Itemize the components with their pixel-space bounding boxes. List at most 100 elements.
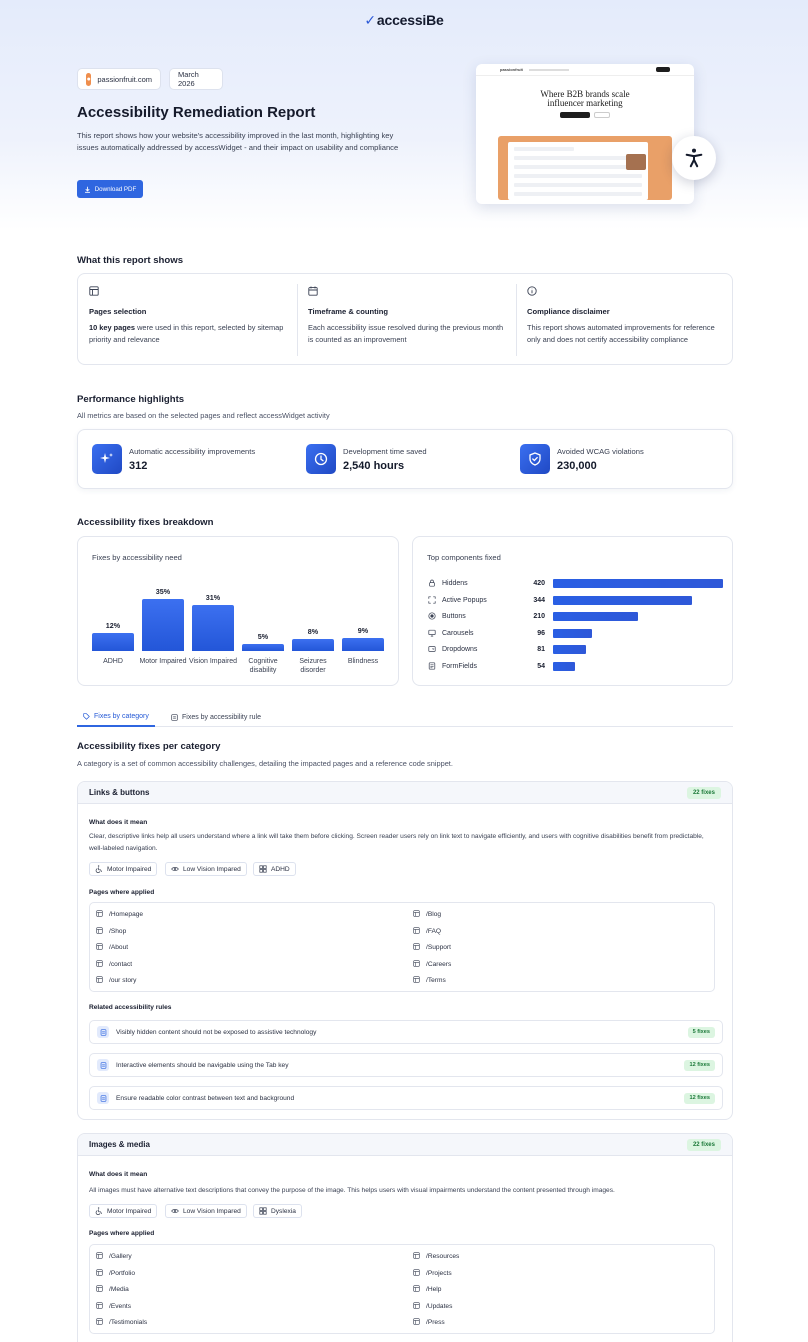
page-link[interactable]: /Updates [413,1301,452,1311]
page-icon [413,959,420,969]
fixes-by-need-chart: Fixes by accessibility need 12% ADHD 35% Mo… [77,536,399,686]
download-pdf-button[interactable]: Download PDF [77,180,143,198]
calendar-icon [308,286,318,296]
clock-icon [306,444,336,474]
page-link[interactable]: /Press [413,1318,445,1327]
site-favicon-icon: ● [86,72,92,86]
rule-row[interactable]: Interactive elements should be navigable… [89,1053,723,1077]
page-icon [413,943,420,952]
page-link[interactable]: /Support [413,943,451,952]
tag-icon [83,713,90,720]
page-link[interactable]: /Careers [413,959,451,969]
component-row: Carousels 96 [427,627,727,639]
tag-adhd: ADHD [253,862,296,876]
sparkles-icon [92,444,122,474]
component-value: 210 [533,612,545,620]
component-label: Dropdowns [442,645,478,653]
page-link[interactable]: /Help [413,1285,441,1294]
bar-category-label: Blindness [347,658,379,665]
page-icon [96,943,103,952]
component-row: FormFields 54 [427,660,727,672]
rule-row[interactable]: Visibly hidden content should not be exp… [89,1020,723,1044]
component-bar [553,578,723,588]
download-icon [84,186,90,193]
component-value: 344 [533,596,545,604]
bar-value-label: 12% [105,621,121,630]
page-icon [413,926,420,936]
lock-icon [427,578,437,588]
report-shows-card: Pages selection 10 key pages were used i… [77,273,733,365]
eye-icon [171,867,179,871]
page-link[interactable]: /Blog [413,910,441,919]
page-title: Accessibility Remediation Report [77,104,316,121]
performance-subtitle: All metrics are based on the selected pa… [77,411,330,420]
tab-fixes-by-category[interactable]: Fixes by category [77,708,155,727]
tag-dyslexia: Dyslexia [253,1204,302,1218]
page-link[interactable]: /Events [96,1301,131,1311]
grid-icon [259,1207,267,1215]
rule-doc-icon [97,1059,109,1071]
page-icon [413,976,420,985]
monitor-icon [427,628,437,638]
fixes-count-badge: 22 fixes [686,787,721,799]
page-link[interactable]: /Resources [413,1252,459,1261]
page-icon [413,1252,420,1261]
category-header[interactable]: Images & media 22 fixes [78,1134,732,1156]
page-icon [96,1285,103,1294]
bar-category-label: ADHD [103,658,123,665]
category-images-media: Images & media 22 fixes What does it mea… [77,1133,733,1342]
hero-description: This report shows how your website's acc… [77,131,399,152]
page-icon [413,1285,420,1294]
page-link[interactable]: /Shop [96,926,126,936]
rule-doc-icon [97,1092,109,1104]
preview-nav: passionfruit [476,64,694,76]
bar-category-label: Cognitive disability [248,658,278,674]
bar [192,605,234,651]
page-icon [96,910,103,919]
info-disclaimer: Compliance disclaimer This report shows … [516,274,735,366]
component-bar [553,628,592,638]
top-components-chart: Top components fixed Hiddens 420 Active Po… [412,536,733,686]
accessibility-widget-icon[interactable] [672,136,716,180]
component-label: Hiddens [442,579,468,587]
category-meaning: Clear, descriptive links help all users … [89,833,704,852]
tag-low-vision: Low Vision Impared [165,1204,247,1218]
page-link[interactable]: /Testimonials [96,1318,147,1327]
page-link[interactable]: /Gallery [96,1252,132,1261]
wheelchair-icon [95,865,102,873]
component-row: Active Popups 344 [427,594,727,606]
rule-doc-icon [97,1026,109,1038]
expand-icon [427,595,437,605]
accessibility-person-icon [685,148,703,168]
bar-value-label: 8% [307,627,319,636]
page-link[interactable]: /About [96,943,128,952]
category-header[interactable]: Links & buttons 22 fixes [78,782,732,804]
performance-title: Performance highlights [77,394,185,405]
rule-row[interactable]: Ensure readable color contrast between t… [89,1086,723,1110]
component-bar [553,661,575,671]
page-link[interactable]: /Homepage [96,910,143,919]
rule-doc-icon [171,714,178,721]
bar-category-label: Motor Impaired [139,658,187,665]
eye-icon [171,1209,179,1213]
page-link[interactable]: /Media [96,1285,129,1294]
component-label: Buttons [442,612,466,620]
info-timeframe: Timeframe & counting Each accessibility … [297,274,516,366]
page-link[interactable]: /FAQ [413,926,441,936]
page-link[interactable]: /contact [96,959,132,969]
brand-logo[interactable]: ✓accessiBe [364,12,444,28]
pages-list: /Gallery/Portfolio/Media/Events/Testimon… [89,1244,715,1334]
bar-category-label: Seizures disorder [299,658,327,674]
page-link[interactable]: /our story [96,976,136,985]
bar [92,633,134,651]
per-category-subtitle: A category is a set of common accessibil… [77,759,453,768]
page-link[interactable]: /Projects [413,1268,452,1278]
page-link[interactable]: /Portfolio [96,1268,135,1278]
bar-value-label: 31% [205,593,221,602]
tab-fixes-by-rule[interactable]: Fixes by accessibility rule [165,708,267,727]
component-row: Hiddens 420 [427,577,727,589]
per-category-title: Accessibility fixes per category [77,741,221,752]
bar-category-label: Vision Impaired [188,658,238,665]
page-icon [96,926,103,936]
page-link[interactable]: /Terms [413,976,446,985]
